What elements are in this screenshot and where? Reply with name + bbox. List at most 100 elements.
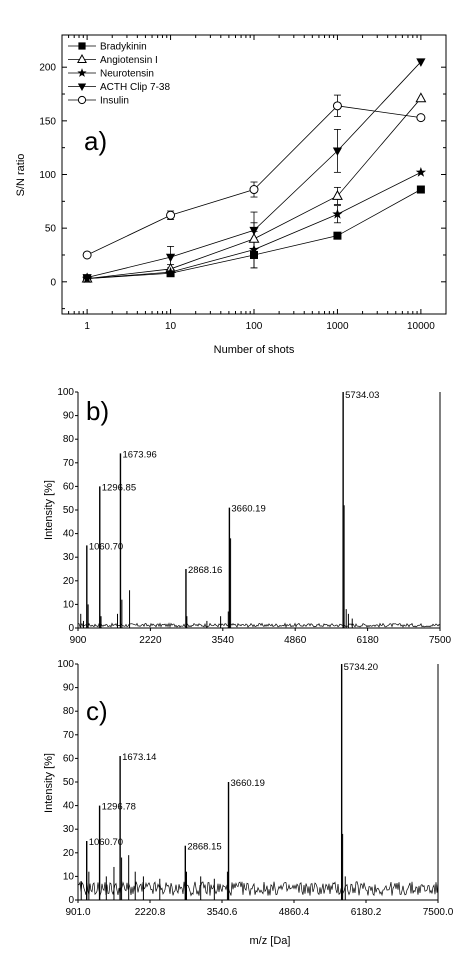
legend-label-bradykinin: Bradykinin: [100, 42, 147, 53]
chart-a-x-tick-label: 10: [165, 321, 177, 332]
chart-c-x-axis-label: m/z [Da]: [250, 935, 291, 947]
data-point-neurotensin: [165, 266, 176, 277]
c-peak-label: 1060.70: [89, 837, 123, 848]
data-point-acth-clip-7-38: [249, 226, 259, 236]
b-x-tick-label: 4860: [284, 635, 307, 646]
data-point-insulin: [332, 101, 342, 111]
chart-a-x-tick-label: 1000: [326, 321, 349, 332]
data-point-insulin: [166, 210, 176, 220]
chart-a-y-axis-label: S/N ratio: [15, 154, 27, 197]
chart-a-panel-label: a): [84, 126, 107, 156]
c-y-tick-label: 50: [63, 777, 75, 788]
legend-marker-neurotensin: [77, 68, 87, 77]
c-y-tick-label: 0: [68, 895, 74, 906]
data-point-angiotensin-i: [248, 232, 260, 243]
chart-a-y-tick-label: 200: [39, 63, 56, 74]
c-y-tick-label: 100: [57, 659, 74, 670]
b-y-tick-label: 10: [63, 599, 75, 610]
c-y-tick-label: 10: [63, 871, 75, 882]
chart-a-x-tick-label: 1: [84, 321, 90, 332]
c-y-tick-label: 80: [63, 706, 75, 717]
chart-a-x-tick-label: 10000: [407, 321, 435, 332]
data-point-bradykinin: [250, 250, 258, 259]
chart-a-y-tick-label: 150: [39, 116, 56, 127]
c-y-tick-label: 70: [63, 730, 75, 741]
b-peak-label: 5734.03: [345, 390, 379, 401]
chart-b: 0 10 20 30 40 50 60 70 80 90 100 900 2220 3540 4860 618…: [43, 387, 452, 646]
b-y-tick-label: 40: [63, 529, 75, 540]
c-x-tick-label: 3540.6: [207, 907, 238, 918]
b-x-tick-label: 900: [70, 635, 87, 646]
c-y-tick-label: 90: [63, 683, 75, 694]
chart-a-x-tick-label: 100: [246, 321, 263, 332]
legend-marker-acth-clip-7-38: [77, 83, 87, 91]
c-peak-label: 2868.15: [187, 842, 221, 853]
c-peak-label: 3660.19: [231, 778, 265, 789]
b-y-tick-label: 70: [63, 458, 75, 469]
c-baseline-trace: [77, 881, 439, 900]
b-x-tick-label: 3540: [212, 635, 235, 646]
data-point-acth-clip-7-38: [165, 253, 176, 263]
chart-a-y-tick-label: 50: [45, 224, 57, 235]
b-peak-label: 1060.70: [89, 541, 123, 552]
c-x-tick-label: 901.0: [65, 907, 90, 918]
c-x-tick-label: 6180.2: [351, 907, 382, 918]
b-y-tick-label: 20: [63, 576, 75, 587]
chart-a-x-axis-label: Number of shots: [214, 344, 295, 356]
c-peak-label: 1296.78: [102, 802, 136, 813]
b-peak-label: 2868.16: [188, 565, 222, 576]
b-y-tick-label: 50: [63, 505, 75, 516]
chart-b-y-axis-label: Intensity [%]: [43, 480, 55, 540]
b-y-tick-label: 30: [63, 552, 75, 563]
c-x-tick-label: 2220.8: [135, 907, 166, 918]
b-x-tick-label: 7500: [429, 635, 452, 646]
data-point-insulin: [416, 113, 426, 123]
b-x-tick-label: 6180: [356, 635, 379, 646]
legend-label-angiotensin-i: Angiotensin I: [100, 55, 158, 66]
b-y-tick-label: 80: [63, 434, 75, 445]
c-y-tick-label: 20: [63, 848, 75, 859]
c-peak-label: 5734.20: [344, 662, 378, 673]
c-peak-label: 1673.14: [122, 752, 156, 763]
c-x-tick-label: 4860.4: [279, 907, 310, 918]
legend-label-insulin: Insulin: [100, 96, 129, 107]
data-point-insulin: [249, 185, 259, 195]
c-y-tick-label: 60: [63, 753, 75, 764]
data-point-acth-clip-7-38: [82, 274, 92, 283]
legend-marker-angiotensin-i: [77, 53, 87, 64]
b-y-tick-label: 0: [68, 623, 74, 634]
data-point-neurotensin: [415, 166, 427, 177]
chart-b-panel-label: b): [86, 396, 109, 426]
legend-label-acth-clip-7-38: ACTH Clip 7-38: [100, 82, 170, 93]
c-x-tick-label: 7500.0: [423, 907, 454, 918]
b-y-tick-label: 60: [63, 481, 75, 492]
legend-label-neurotensin: Neurotensin: [100, 69, 154, 80]
b-x-tick-label: 2220: [139, 635, 162, 646]
legend-marker-bradykinin: [78, 42, 86, 50]
chart-a: 0 50 100 150 200 1 10 100 1000 10000 Bradykinin A…: [15, 34, 447, 356]
c-y-tick-label: 30: [63, 824, 75, 835]
chart-a-y-tick-label: 100: [39, 170, 56, 181]
data-point-angiotensin-i: [331, 189, 343, 200]
data-point-angiotensin-i: [415, 92, 427, 103]
b-peak-label: 1296.85: [102, 482, 136, 493]
legend-marker-insulin: [77, 95, 87, 105]
chart-a-legend: Bradykinin Angiotensin I Neurotensin ACTH C…: [68, 42, 170, 107]
data-point-bradykinin: [333, 231, 342, 240]
b-y-tick-label: 90: [63, 411, 75, 422]
data-point-bradykinin: [416, 185, 425, 194]
chart-c: 0 10 20 30 40 50 60 70 80 90 100 901.0 2220.8 3540.6 4…: [43, 659, 454, 947]
c-y-tick-label: 40: [63, 801, 75, 812]
chart-a-y-tick-label: 0: [50, 277, 56, 288]
data-point-insulin: [82, 250, 92, 260]
b-peak-label: 3660.19: [231, 504, 265, 515]
b-baseline-trace: [77, 622, 441, 629]
chart-c-y-axis-label: Intensity [%]: [43, 753, 55, 813]
data-point-neurotensin: [248, 244, 260, 254]
b-peak-label: 1673.96: [122, 449, 156, 460]
data-point-neurotensin: [332, 208, 343, 219]
data-point-acth-clip-7-38: [416, 58, 426, 67]
b-y-tick-label: 100: [57, 387, 74, 398]
chart-c-panel-label: c): [86, 696, 108, 726]
